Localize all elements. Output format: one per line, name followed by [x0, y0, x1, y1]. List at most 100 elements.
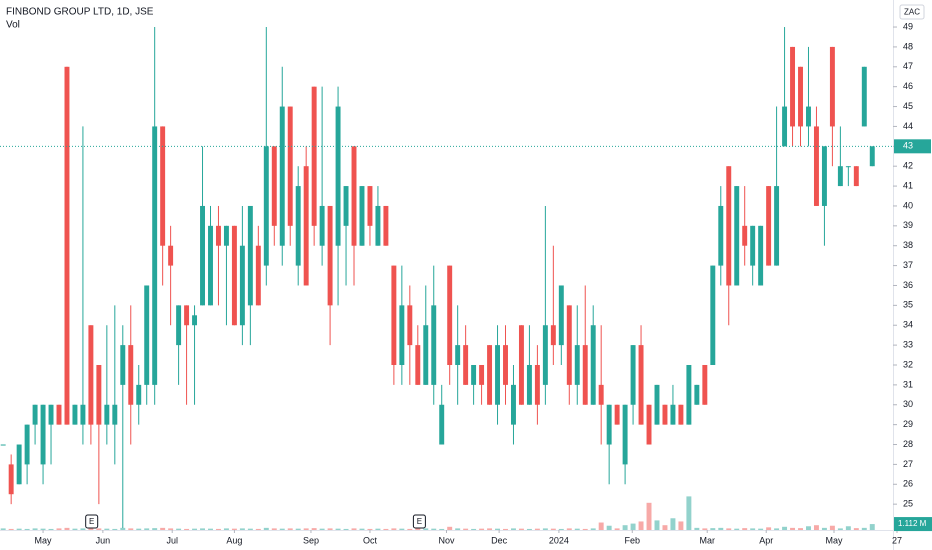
- candle-body: [279, 106, 285, 246]
- candle-body: [558, 285, 564, 346]
- y-tick-label: 39: [903, 220, 913, 230]
- volume-bar: [80, 528, 86, 530]
- volume-bar: [782, 526, 788, 530]
- x-tick-label: May: [35, 535, 53, 545]
- y-tick-label: 35: [903, 300, 913, 310]
- x-tick-label: May: [825, 535, 843, 545]
- volume-bar: [558, 528, 564, 530]
- volume-bar: [813, 525, 819, 530]
- candle-body: [574, 345, 580, 385]
- candle-body: [255, 245, 261, 306]
- candle-body: [495, 345, 501, 405]
- volume-bar: [287, 528, 293, 530]
- volume-bar: [526, 528, 532, 530]
- candle-body: [678, 404, 684, 425]
- y-tick-label: 37: [903, 260, 913, 270]
- y-tick-label: 48: [903, 41, 913, 51]
- event-label: E: [89, 517, 94, 526]
- volume-bar: [550, 528, 556, 530]
- volume-bar: [518, 528, 524, 530]
- candle-body: [582, 345, 588, 405]
- volume-bar: [335, 528, 341, 530]
- volume-bar: [327, 528, 333, 530]
- volume-bar: [662, 525, 668, 530]
- currency-box[interactable]: [899, 4, 925, 20]
- volume-bar: [710, 528, 716, 530]
- volume-bar: [726, 528, 732, 530]
- candle-body: [853, 166, 859, 187]
- candle-body: [391, 265, 397, 365]
- volume-bar: [399, 528, 405, 530]
- volume-bar: [367, 528, 373, 530]
- volume-bar: [152, 528, 158, 530]
- candle-body: [120, 345, 126, 385]
- volume-bar: [104, 528, 110, 530]
- candle-body: [670, 404, 676, 425]
- volume-bar: [359, 528, 365, 530]
- candle-body: [654, 384, 660, 425]
- volume-bar: [582, 528, 588, 530]
- x-tick-label: Apr: [759, 535, 773, 545]
- candle-body: [455, 345, 461, 365]
- candle-body: [231, 225, 237, 326]
- volume-bar: [845, 526, 851, 530]
- volume-bar: [686, 496, 692, 530]
- volume-bar: [144, 528, 150, 530]
- y-tick-label: 27: [903, 459, 913, 469]
- candle-body: [526, 364, 532, 405]
- volume-bar: [670, 518, 676, 530]
- candle-body: [503, 345, 508, 385]
- candle-body: [718, 205, 724, 266]
- candle-body: [806, 106, 811, 127]
- x-tick-label: 27: [892, 535, 902, 545]
- volume-bar: [766, 527, 772, 530]
- volume-bar: [487, 528, 493, 530]
- volume-bar: [319, 528, 325, 530]
- candle-body: [471, 364, 477, 385]
- candle-body: [399, 305, 405, 365]
- volume-bar: [495, 528, 501, 530]
- volume-bar: [630, 523, 636, 530]
- volume-bar: [758, 528, 764, 530]
- volume-bar: [431, 528, 437, 530]
- candle-body: [367, 186, 373, 226]
- y-tick-label: 46: [903, 81, 913, 91]
- candle-body: [829, 46, 835, 127]
- candle-body: [694, 384, 700, 405]
- candle-body: [96, 364, 102, 425]
- candle-body: [423, 325, 429, 385]
- candle-body: [734, 186, 740, 286]
- volume-bar: [279, 528, 285, 530]
- candle-body: [359, 186, 365, 246]
- candle-body: [375, 205, 381, 246]
- candle-body: [774, 186, 780, 266]
- candle-body: [869, 146, 875, 167]
- candle-body: [48, 404, 54, 425]
- volume-bar: [718, 527, 724, 530]
- candle-body: [383, 205, 389, 246]
- volume-bar: [32, 528, 38, 530]
- chart-title: FINBOND GROUP LTD, 1D, JSE: [6, 7, 154, 18]
- volume-bar: [215, 528, 221, 530]
- x-tick-label: Oct: [363, 535, 378, 545]
- candle-body: [80, 404, 86, 425]
- volume-bar: [678, 521, 684, 530]
- volume-bar: [24, 528, 30, 530]
- volume-bar: [407, 528, 413, 530]
- volume-bar: [192, 528, 198, 530]
- volume-bar: [247, 528, 253, 530]
- y-tick-label: 30: [903, 399, 913, 409]
- volume-bar: [223, 528, 229, 530]
- volume-bar: [742, 528, 748, 530]
- candle-body: [311, 86, 317, 226]
- volume-bar: [646, 502, 652, 530]
- volume-bar: [447, 526, 453, 530]
- candle-body: [606, 404, 612, 445]
- y-tick-label: 44: [903, 121, 913, 131]
- candle-body: [88, 325, 94, 425]
- volume-bar: [750, 528, 756, 530]
- candle-body: [144, 285, 150, 385]
- candle-body: [72, 404, 78, 425]
- volume-bar: [806, 526, 811, 530]
- candle-body: [598, 384, 604, 405]
